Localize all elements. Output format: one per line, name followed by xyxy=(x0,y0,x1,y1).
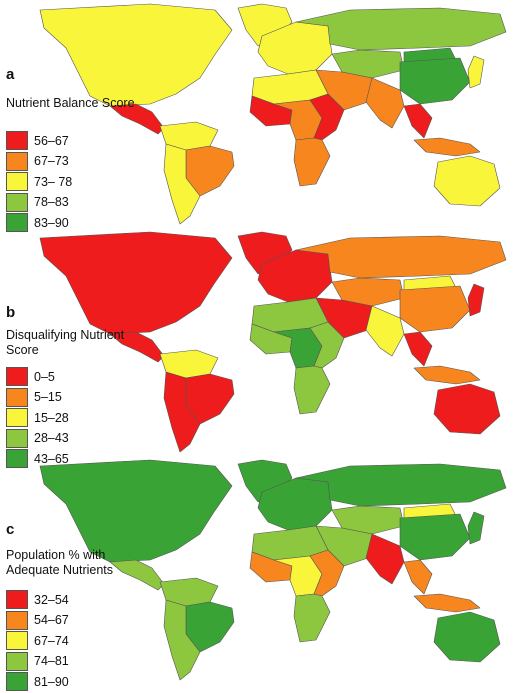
legend-title: Population % with Adequate Nutrients xyxy=(6,548,114,577)
region-australia xyxy=(433,611,501,663)
region-china xyxy=(399,57,471,105)
panel-c: c Population % with Adequate Nutrients 3… xyxy=(0,456,527,692)
legend-swatch xyxy=(6,131,28,150)
region-australia xyxy=(433,155,501,207)
legend-swatch xyxy=(6,172,28,192)
region-china xyxy=(399,513,471,561)
legend-swatch xyxy=(6,610,28,630)
legend: 56–67 67–73 73– 78 78–83 83–90 xyxy=(6,131,72,234)
legend-label: 67–74 xyxy=(34,633,69,648)
panel-letter: b xyxy=(6,304,16,321)
region-east-africa xyxy=(309,321,345,369)
region-indonesia xyxy=(413,365,481,385)
world-map-c xyxy=(39,459,507,681)
legend-label: 83–90 xyxy=(34,215,69,230)
region-southeast-asia xyxy=(403,331,433,367)
region-north-america xyxy=(39,459,233,563)
legend-item: 5–15 xyxy=(6,387,69,407)
legend-swatch xyxy=(6,672,28,692)
legend-item: 54–67 xyxy=(6,610,69,630)
legend-swatch xyxy=(6,367,28,386)
legend-label: 15–28 xyxy=(34,410,69,425)
panel-letter: a xyxy=(6,66,15,83)
region-east-africa xyxy=(309,93,345,141)
legend-label: 28–43 xyxy=(34,431,69,446)
region-china xyxy=(399,285,471,333)
legend-item: 43–65 xyxy=(6,449,69,469)
region-central-america xyxy=(109,331,165,363)
region-indonesia xyxy=(413,593,481,613)
legend-label: 74–81 xyxy=(34,654,69,669)
legend-item: 28–43 xyxy=(6,428,69,448)
legend-label: 43–65 xyxy=(34,451,69,466)
legend-label: 5–15 xyxy=(34,390,62,405)
legend-label: 32–54 xyxy=(34,592,69,607)
legend-label: 78–83 xyxy=(34,195,69,210)
region-southern-africa xyxy=(293,593,331,643)
panel-b: b Disqualifying Nutrient Score 0–5 5–15 15… xyxy=(0,228,527,469)
region-india xyxy=(365,77,405,129)
legend-label: 73– 78 xyxy=(34,174,73,189)
legend-item: 67–73 xyxy=(6,151,72,171)
legend-title: Disqualifying Nutrient Score xyxy=(6,328,125,357)
legend-item: 0–5 xyxy=(6,367,69,386)
region-central-america xyxy=(109,559,165,591)
region-japan xyxy=(467,511,485,545)
legend-swatch xyxy=(6,651,28,671)
legend-label: 56–67 xyxy=(34,133,69,148)
legend-swatch xyxy=(6,590,28,609)
legend-item: 83–90 xyxy=(6,213,72,233)
legend-swatch xyxy=(6,213,28,233)
legend-swatch xyxy=(6,192,28,212)
region-south-america-south xyxy=(163,599,201,681)
legend: 32–54 54–67 67–74 74–81 81–90 xyxy=(6,590,69,693)
panel-letter: c xyxy=(6,521,15,538)
legend-label: 0–5 xyxy=(34,369,55,384)
region-russia xyxy=(295,235,507,279)
legend-item: 74–81 xyxy=(6,651,69,671)
region-india xyxy=(365,533,405,585)
legend: 0–5 5–15 15–28 28–43 43–65 xyxy=(6,367,69,470)
region-australia xyxy=(433,383,501,435)
legend-swatch xyxy=(6,428,28,448)
region-north-america xyxy=(39,231,233,335)
legend-item: 67–74 xyxy=(6,631,69,651)
legend-label: 54–67 xyxy=(34,613,69,628)
region-east-africa xyxy=(309,549,345,597)
region-india xyxy=(365,305,405,357)
region-japan xyxy=(467,283,485,317)
legend-item: 81–90 xyxy=(6,672,69,692)
world-map-b xyxy=(39,231,507,453)
world-map-a xyxy=(39,3,507,225)
legend-title: Nutrient Balance Score xyxy=(6,96,135,110)
region-central-america xyxy=(109,103,165,135)
region-southern-africa xyxy=(293,365,331,415)
legend-swatch xyxy=(6,408,28,428)
legend-swatch xyxy=(6,387,28,407)
region-south-america-south xyxy=(163,371,201,453)
region-south-america-south xyxy=(163,143,201,225)
legend-label: 81–90 xyxy=(34,674,69,689)
legend-swatch xyxy=(6,631,28,651)
region-southeast-asia xyxy=(403,103,433,139)
legend-item: 56–67 xyxy=(6,131,72,150)
region-russia xyxy=(295,7,507,51)
panel-a: a Nutrient Balance Score 56–67 67–73 73– 7… xyxy=(0,0,527,233)
region-indonesia xyxy=(413,137,481,157)
legend-item: 73– 78 xyxy=(6,172,73,192)
legend-item: 78–83 xyxy=(6,192,72,212)
region-north-america xyxy=(39,3,233,107)
region-russia xyxy=(295,463,507,507)
legend-swatch xyxy=(6,151,28,171)
legend-item: 32–54 xyxy=(6,590,69,609)
legend-item: 15–28 xyxy=(6,408,69,428)
legend-swatch xyxy=(6,449,28,469)
region-southern-africa xyxy=(293,137,331,187)
region-japan xyxy=(467,55,485,89)
region-southeast-asia xyxy=(403,559,433,595)
legend-label: 67–73 xyxy=(34,154,69,169)
